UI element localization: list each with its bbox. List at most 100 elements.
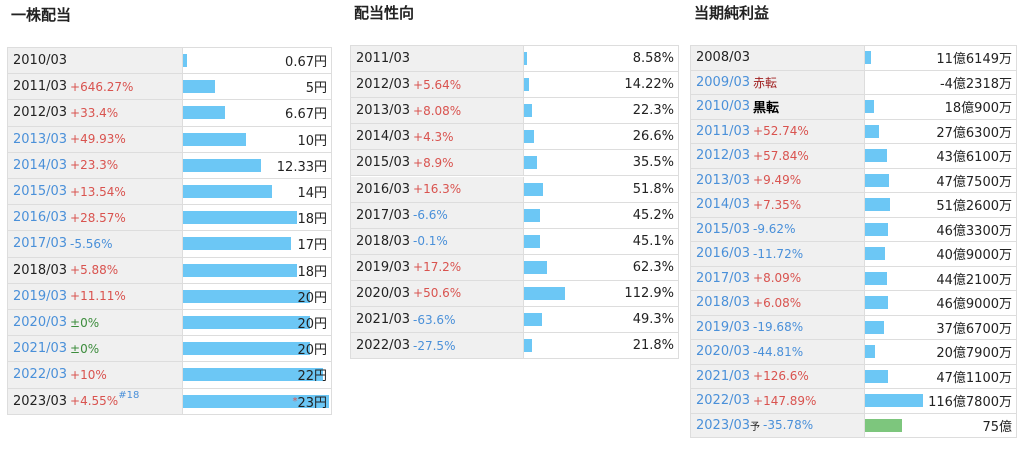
value-cell: 116億7800万 — [865, 389, 1016, 413]
value-cell: 47億1100万 — [865, 365, 1016, 389]
year[interactable]: 2015/03 — [696, 221, 751, 237]
value-label: 8.58% — [632, 51, 674, 67]
table-row: 2018/03 +5.88% 18円 — [8, 257, 331, 284]
value-label: 5円 — [305, 81, 327, 97]
value-cell: 5円 — [183, 74, 331, 99]
value: 14.22% — [624, 72, 674, 97]
value: 37億6700万 — [936, 316, 1012, 340]
year[interactable]: 2022/03 — [696, 393, 751, 409]
change: +6.08% — [753, 295, 802, 310]
value-cell: 10円 — [183, 127, 331, 152]
value-cell: 20円 — [183, 336, 331, 361]
value-label: 22.3% — [632, 103, 674, 119]
value: 45.2% — [633, 203, 674, 228]
value-cell: 14円 — [183, 179, 331, 204]
table-row: 2019/03 -19.68% 37億6700万 — [691, 315, 1016, 340]
year[interactable]: 2011/03 — [696, 123, 751, 139]
year[interactable]: 2017/03 — [696, 270, 751, 286]
table-row: 2012/03 +57.84% 43億6100万 — [691, 144, 1016, 169]
bar — [865, 51, 871, 65]
year-cell: 2011/03 — [351, 46, 524, 72]
value-cell: 21.8% — [524, 333, 678, 358]
bar — [865, 369, 889, 383]
table-row: 2022/03 +147.89% 116億7800万 — [691, 389, 1016, 414]
bar — [865, 100, 874, 114]
value: 27億6300万 — [936, 120, 1012, 144]
table-row: 2022/03 +10% 22円 — [8, 362, 331, 389]
value-cell: 20円 — [183, 284, 331, 309]
year[interactable]: 2021/03 — [13, 341, 68, 357]
year[interactable]: 2014/03 — [696, 197, 751, 213]
year-cell: 2015/03 -9.62% — [691, 217, 865, 241]
year[interactable]: 2015/03 — [13, 184, 68, 200]
value-label: 10円 — [297, 133, 327, 149]
year[interactable]: 2019/03 — [13, 288, 68, 304]
change: -5.56% — [70, 236, 113, 251]
year[interactable]: 2013/03 — [13, 131, 68, 147]
year-cell: 2020/03 -44.81% — [691, 340, 865, 364]
change: -35.78% — [763, 418, 814, 433]
value-label: 6.67円 — [285, 107, 327, 123]
year[interactable]: 2020/03 — [696, 344, 751, 360]
year-cell: 2015/03 +13.54% — [8, 179, 183, 205]
change: +126.6% — [753, 369, 809, 384]
year[interactable]: 2019/03 — [696, 319, 751, 335]
year-cell: 2020/03 +50.6% — [351, 280, 524, 306]
value-cell: 44億2100万 — [865, 267, 1016, 291]
year[interactable]: 2018/03 — [696, 295, 751, 311]
value-label: 112.9% — [624, 285, 674, 301]
table: 2010/03 0.67円 2011/03 +646.27% 5円 2012/03 +33.… — [7, 47, 332, 415]
value-cell: 17円 — [183, 231, 331, 256]
year-cell: 2013/03 +49.93% — [8, 126, 183, 152]
value: 51億2600万 — [936, 193, 1012, 217]
year[interactable]: 2017/03 — [13, 236, 68, 252]
year[interactable]: 2022/03 — [13, 367, 68, 383]
value-label: 21.8% — [632, 338, 674, 354]
year[interactable]: 2012/03 — [696, 148, 751, 164]
table-row: 2016/03 +28.57% 18円 — [8, 205, 331, 232]
change: +23.3% — [70, 158, 119, 173]
change: +4.55% — [70, 394, 119, 409]
year[interactable]: 2016/03 — [13, 210, 68, 226]
year[interactable]: 2010/03 — [696, 99, 751, 115]
bar — [524, 182, 543, 196]
table-row: 2008/03 11億6149万 — [691, 46, 1016, 71]
year-cell: 2022/03 +10% — [8, 362, 183, 388]
year[interactable]: 2020/03 — [13, 315, 68, 331]
value-label: 46億9000万 — [936, 297, 1012, 313]
change: +16.3% — [413, 182, 462, 197]
value: 14円 — [297, 179, 327, 204]
star: * — [292, 395, 298, 407]
table-row: 2023/03 予 -35.78% 75億 — [691, 413, 1016, 438]
value: 51.8% — [633, 177, 674, 202]
value: 0.67円 — [285, 48, 327, 73]
value: 49.3% — [633, 307, 674, 332]
year[interactable]: 2016/03 — [696, 246, 751, 262]
change: -9.62% — [753, 222, 796, 237]
year: 2008/03 — [696, 50, 751, 66]
table-row: 2021/03 ±0% 20円 — [8, 336, 331, 363]
year-cell: 2020/03 ±0% — [8, 310, 183, 336]
table-row: 2015/03 +13.54% 14円 — [8, 179, 331, 206]
table-row: 2017/03 +8.09% 44億2100万 — [691, 266, 1016, 291]
year[interactable]: 2021/03 — [696, 368, 751, 384]
value: 6.67円 — [285, 100, 327, 125]
year[interactable]: 2013/03 — [696, 172, 751, 188]
year[interactable]: 2014/03 — [13, 157, 68, 173]
year-cell: 2018/03 +5.88% — [8, 257, 183, 283]
value: 112.9% — [624, 281, 674, 306]
year[interactable]: 2023/03 — [696, 417, 751, 433]
value: 43億6100万 — [936, 144, 1012, 168]
bar — [183, 289, 310, 303]
change: +8.09% — [753, 271, 802, 286]
value-cell: 47億7500万 — [865, 169, 1016, 193]
value-label: 62.3% — [632, 259, 674, 275]
value-label: 49.3% — [632, 312, 674, 328]
year: 2018/03 — [13, 262, 68, 278]
value-label: 46億3300万 — [936, 223, 1012, 239]
value-cell: 46億9000万 — [865, 291, 1016, 315]
year[interactable]: 2009/03 — [696, 74, 751, 90]
year: 2018/03 — [356, 233, 411, 249]
year: 2011/03 — [356, 51, 411, 67]
table-row: 2015/03 +8.9% 35.5% — [351, 150, 678, 177]
